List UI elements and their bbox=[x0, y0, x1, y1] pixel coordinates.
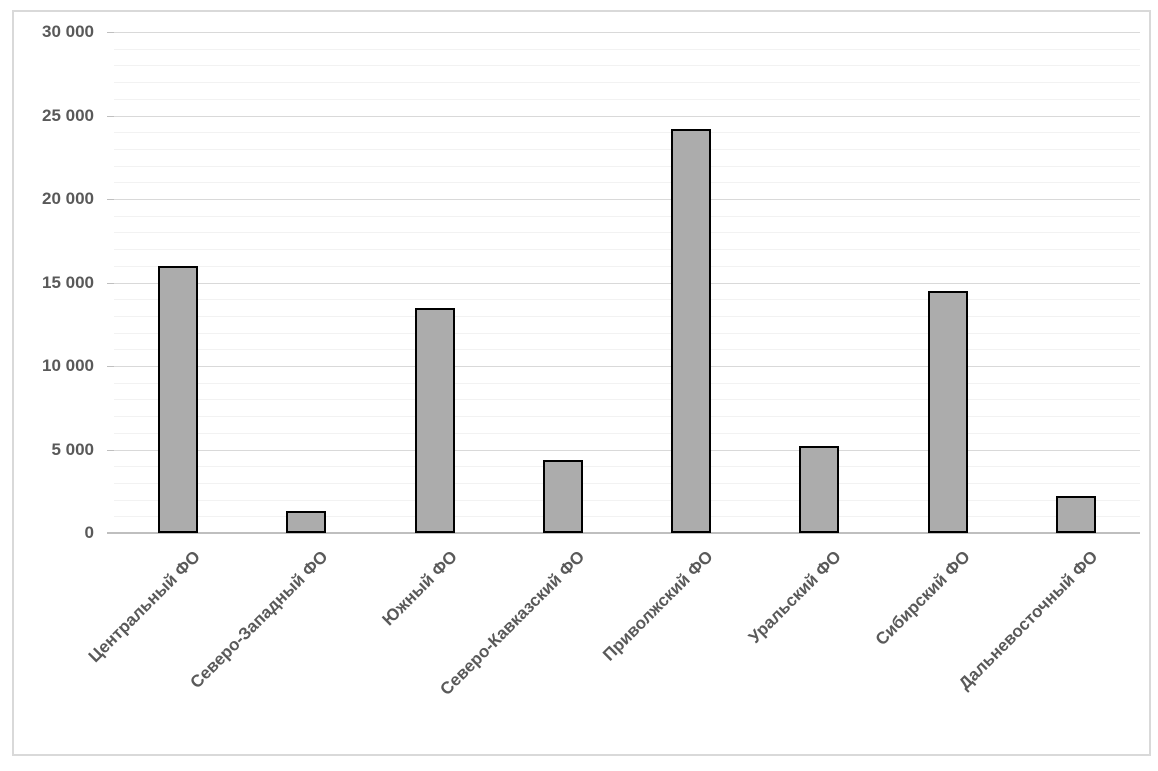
gridline-minor bbox=[114, 349, 1140, 350]
y-axis-tick bbox=[107, 283, 114, 284]
gridline-minor bbox=[114, 132, 1140, 133]
y-tick-label: 25 000 bbox=[42, 106, 94, 125]
x-axis-line bbox=[107, 532, 1140, 534]
gridline-minor bbox=[114, 399, 1140, 400]
gridline-minor bbox=[114, 149, 1140, 150]
y-axis-tick bbox=[107, 199, 114, 200]
bar-4[interactable] bbox=[671, 129, 711, 533]
gridline-major bbox=[114, 366, 1140, 367]
gridline-major bbox=[114, 116, 1140, 117]
gridline-minor bbox=[114, 483, 1140, 484]
bar-5[interactable] bbox=[799, 446, 839, 533]
y-axis-tick bbox=[107, 32, 114, 33]
gridline-minor bbox=[114, 99, 1140, 100]
gridline-minor bbox=[114, 266, 1140, 267]
bar-6[interactable] bbox=[928, 291, 968, 533]
gridline-minor bbox=[114, 182, 1140, 183]
gridline-minor bbox=[114, 82, 1140, 83]
gridline-major bbox=[114, 450, 1140, 451]
y-tick-label: 5 000 bbox=[51, 440, 94, 459]
gridline-major bbox=[114, 283, 1140, 284]
x-category-label: Северо-Кавказский ФО bbox=[436, 547, 589, 699]
x-category-label: Южный ФО bbox=[378, 547, 461, 630]
gridline-minor bbox=[114, 516, 1140, 517]
gridline-minor bbox=[114, 466, 1140, 467]
gridline-minor bbox=[114, 416, 1140, 417]
y-tick-label: 0 bbox=[84, 523, 94, 542]
gridline-minor bbox=[114, 166, 1140, 167]
y-axis-tick bbox=[107, 366, 114, 367]
gridline-minor bbox=[114, 249, 1140, 250]
gridline-minor bbox=[114, 299, 1140, 300]
bar-0[interactable] bbox=[158, 266, 198, 533]
bar-1[interactable] bbox=[286, 511, 326, 533]
gridline-major bbox=[114, 32, 1140, 33]
bar-3[interactable] bbox=[543, 460, 583, 533]
gridline-minor bbox=[114, 433, 1140, 434]
gridline-minor bbox=[114, 216, 1140, 217]
x-category-label: Приволжский ФО bbox=[598, 547, 717, 665]
y-tick-label: 20 000 bbox=[42, 189, 94, 208]
gridline-minor bbox=[114, 333, 1140, 334]
gridline-minor bbox=[114, 65, 1140, 66]
y-tick-label: 10 000 bbox=[42, 356, 94, 375]
y-axis-tick bbox=[107, 450, 114, 451]
gridline-minor bbox=[114, 49, 1140, 50]
bar-7[interactable] bbox=[1056, 496, 1096, 533]
gridline-minor bbox=[114, 316, 1140, 317]
x-category-label: Уральский ФО bbox=[744, 547, 845, 647]
gridline-major bbox=[114, 199, 1140, 200]
x-category-label: Северо-Западный ФО bbox=[186, 547, 332, 693]
x-category-label: Центральный ФО bbox=[84, 547, 204, 667]
x-category-label: Дальневосточный ФО bbox=[955, 547, 1102, 694]
x-category-label: Сибирский ФО bbox=[871, 547, 974, 650]
y-axis-tick bbox=[107, 116, 114, 117]
y-tick-label: 15 000 bbox=[42, 273, 94, 292]
gridline-minor bbox=[114, 500, 1140, 501]
y-tick-label: 30 000 bbox=[42, 22, 94, 41]
gridline-minor bbox=[114, 232, 1140, 233]
bar-2[interactable] bbox=[415, 308, 455, 533]
gridline-minor bbox=[114, 383, 1140, 384]
